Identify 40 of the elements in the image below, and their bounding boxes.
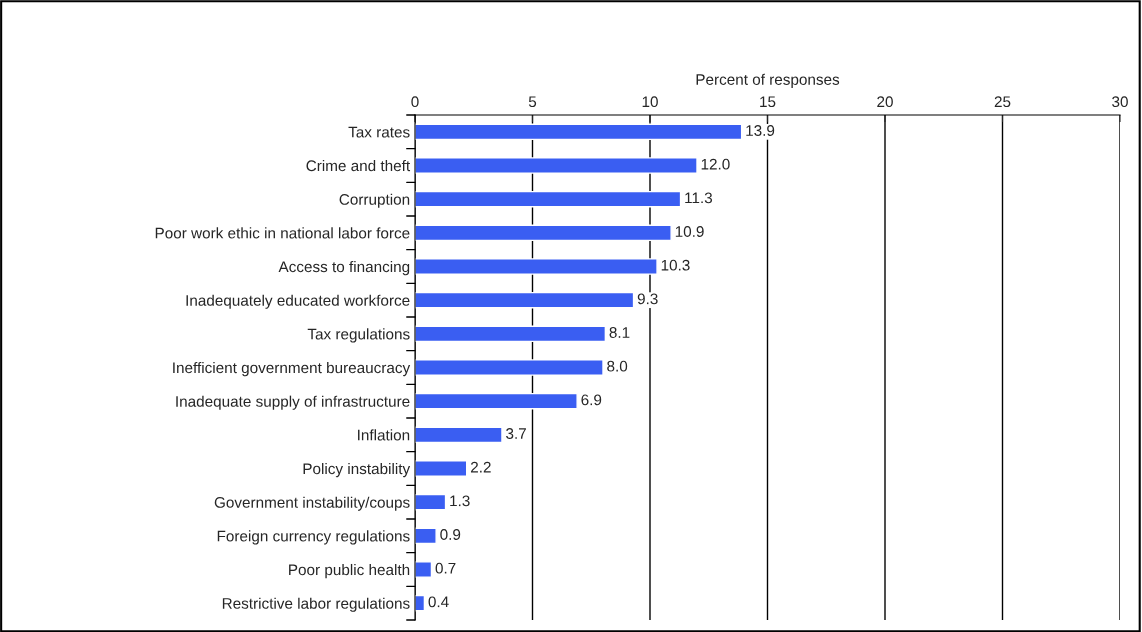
y-tick-label: Restrictive labor regulations [222,597,410,612]
y-tick-label: Tax regulations [307,328,410,343]
data-label: 8.0 [607,360,628,372]
y-tick-label: Foreign currency regulations [217,530,410,545]
data-label: 1.3 [450,495,470,507]
x-tick-label: 20 [877,96,893,108]
x-axis-title: Percent of responses [696,73,840,88]
y-tick-label: Inadequate supply of infrastructure [176,395,410,410]
x-tick-label: 0 [411,96,419,108]
data-label: 2.2 [470,461,491,473]
x-tick-label: 30 [1112,96,1128,108]
y-tick-label: Inadequately educated workforce [186,294,410,309]
data-label: 6.9 [581,394,602,406]
y-tick-label: Corruption [339,193,410,208]
data-label: 0.4 [428,596,449,608]
x-tick-label: 5 [528,96,537,108]
data-label: 3.7 [506,428,526,439]
data-label: 12.0 [701,158,730,170]
y-tick-label: Crime and theft [306,159,411,172]
data-label: 10.9 [675,226,704,237]
y-tick-label: Policy instability [303,462,411,478]
data-label: 11.3 [685,192,713,204]
y-tick-label: Inefficient government bureaucracy [173,361,411,377]
y-tick-label: Poor work ethic in national labor force [155,227,410,239]
data-label: 10.3 [661,259,690,271]
x-tick-label: 15 [760,96,776,108]
x-tick-label: 25 [994,96,1011,108]
data-label: 0.9 [440,529,461,540]
y-tick-label: Poor public health [289,563,410,579]
bar [415,123,743,141]
x-tick-label: 10 [642,96,658,108]
data-label: 0.7 [435,562,456,574]
y-tick-label: Inflation [358,429,410,441]
data-label: 9.3 [637,293,658,305]
data-label: 8.1 [609,327,630,338]
data-label: 13.9 [746,125,775,136]
y-tick-label: Access to financing [278,260,410,276]
y-tick-label: Tax rates [348,126,410,138]
y-tick-label: Government instability/coups [214,496,410,511]
bar [415,291,635,309]
